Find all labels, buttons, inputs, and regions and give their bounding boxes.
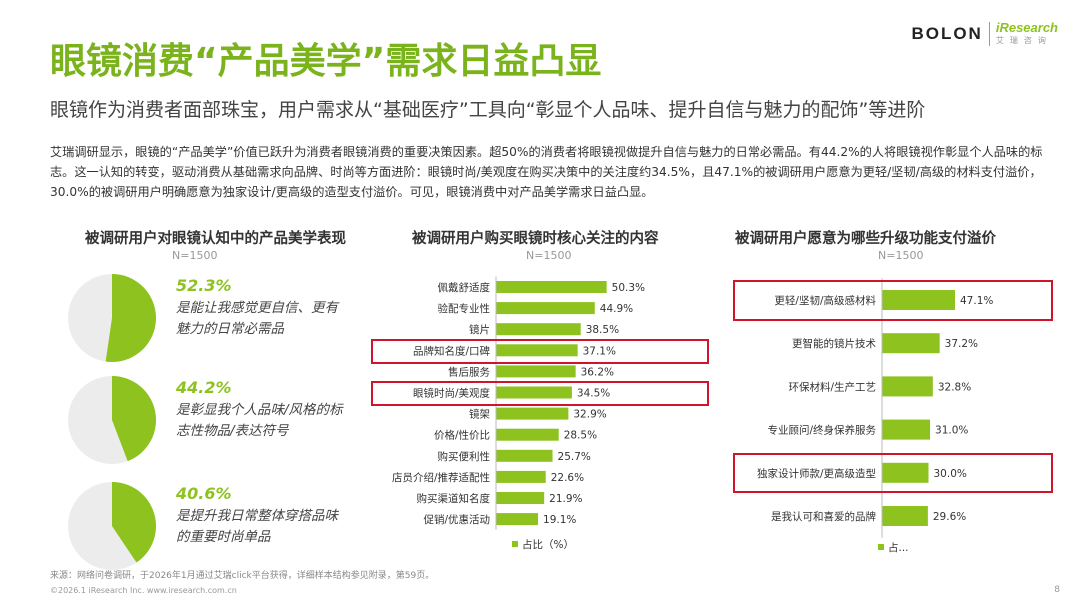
legend-swatch [878, 544, 884, 550]
bar2-section-title: 被调研用户愿意为哪些升级功能支付溢价 [735, 231, 996, 247]
category-label: 镜片 [469, 323, 490, 336]
brand-logos: BOLON iResearch 艾瑞咨询 [911, 20, 1058, 46]
highlight-box-material [733, 280, 1053, 321]
pie-percent-label: 52.3% [176, 276, 232, 295]
copyright: ©2026.1 iResearch Inc. www.iresearch.com… [50, 586, 237, 595]
value-label: 34.5% [577, 388, 610, 400]
value-label: 28.5% [564, 430, 597, 442]
logo-divider [988, 22, 990, 46]
bar2-section-sample: N=1500 [878, 249, 924, 262]
value-label: 32.9% [573, 409, 606, 421]
category-label: 是我认可和喜爱的品牌 [771, 510, 876, 523]
category-label: 专业顾问/终身保养服务 [767, 424, 876, 437]
bar [496, 492, 545, 504]
category-label: 独家设计师款/更高级造型 [757, 467, 876, 480]
legend-label: 占比（%） [522, 538, 574, 551]
highlight-box-brand [371, 339, 709, 364]
value-label: 25.7% [558, 451, 591, 463]
value-label: 44.9% [600, 303, 633, 315]
iresearch-logo-name: iResearch [995, 20, 1058, 35]
bar [496, 470, 546, 483]
category-label: 眼镜时尚/美观度 [413, 387, 491, 400]
bar [496, 407, 569, 420]
value-label: 38.5% [586, 324, 619, 336]
page-number: 8 [1054, 585, 1060, 595]
bar [496, 513, 539, 526]
category-label: 店员介绍/推荐适配性 [392, 471, 490, 484]
bar1-section-sample: N=1500 [526, 249, 572, 262]
category-label: 品牌知名度/口碑 [413, 344, 491, 357]
value-label: 31.0% [935, 425, 968, 437]
pie-slice [112, 482, 156, 563]
category-label: 佩戴舒适度 [438, 281, 491, 294]
value-label: 30.0% [934, 468, 967, 480]
iresearch-logo: iResearch 艾瑞咨询 [996, 20, 1058, 46]
pie-slice [112, 376, 156, 462]
bar [496, 365, 576, 378]
pie-chart [68, 274, 156, 362]
category-label: 更轻/坚韧/高级感材料 [774, 294, 876, 307]
highlight-box-design [733, 453, 1053, 493]
value-label: 47.1% [960, 295, 993, 307]
category-label: 价格/性价比 [434, 429, 490, 442]
intro-paragraph: 艾瑞调研显示，眼镜的“产品美学”价值已跃升为消费者眼镜消费的重要决策因素。超50… [50, 145, 1043, 199]
category-label: 促销/优惠活动 [423, 513, 490, 526]
bar [882, 419, 931, 440]
value-label: 22.6% [551, 472, 584, 484]
value-label: 29.6% [933, 511, 966, 523]
bar [496, 449, 553, 462]
bar [496, 281, 607, 293]
category-label: 镜架 [469, 408, 490, 421]
bar1-section-title: 被调研用户购买眼镜时核心关注的内容 [412, 231, 659, 247]
bar [496, 323, 581, 336]
bar [882, 333, 940, 354]
category-label: 验配专业性 [438, 302, 491, 315]
legend-swatch [512, 541, 518, 547]
bar [882, 462, 929, 483]
bar [882, 506, 928, 526]
page-subtitle: 眼镜作为消费者面部珠宝，用户需求从“基础医疗”工具向“彰显个人品味、提升自信与魅… [50, 99, 926, 121]
category-label: 环保材料/生产工艺 [788, 380, 876, 393]
bolon-logo: BOLON [911, 24, 983, 43]
pie-section-title: 被调研用户对眼镜认知中的产品美学表现 [85, 231, 346, 247]
pie-description: 是能让我感觉更自信、更有魅力的日常必需品 [176, 300, 338, 337]
page-title: 眼镜消费“产品美学”需求日益凸显 [50, 41, 602, 82]
premium-upgrade-bar-chart: 更轻/坚韧/高级感材料 47.1% 更智能的镜片技术 37.2% 环保材料/生产工艺 32… [757, 278, 993, 554]
highlight-box-style [371, 381, 709, 406]
pie-description: 是彰显我个人品味/风格的标志性物品/表达符号 [176, 402, 343, 439]
legend-label: 占... [888, 541, 909, 554]
pie-percent-label: 44.2% [176, 378, 232, 397]
pie-chart [68, 376, 156, 464]
bar [496, 428, 559, 441]
bar [496, 302, 595, 315]
category-label: 购买渠道知名度 [417, 492, 491, 505]
pie-description: 是提升我日常整体穿搭品味的重要时尚单品 [176, 508, 338, 545]
bar [496, 386, 572, 399]
category-label: 更智能的镜片技术 [792, 337, 876, 350]
value-label: 37.2% [945, 338, 978, 350]
pie-section-sample: N=1500 [172, 249, 218, 262]
pie-slice [105, 274, 156, 362]
value-label: 37.1% [583, 345, 616, 357]
bar [882, 376, 933, 397]
value-label: 50.3% [612, 282, 645, 294]
iresearch-logo-sub: 艾瑞咨询 [995, 36, 1052, 45]
pie-percent-label: 40.6% [176, 484, 232, 503]
bar [882, 290, 956, 310]
source-note: 来源：网络问卷调研，于2026年1月通过艾瑞click平台获得，详细样本结构参见… [50, 571, 435, 581]
category-label: 售后服务 [448, 365, 490, 378]
value-label: 21.9% [549, 493, 582, 505]
category-label: 购买便利性 [438, 450, 491, 463]
value-label: 19.1% [543, 514, 576, 526]
bar [496, 344, 578, 357]
pie-chart [68, 482, 156, 570]
value-label: 36.2% [581, 366, 614, 378]
value-label: 32.8% [938, 381, 971, 393]
purchase-focus-bar-chart: 佩戴舒适度 50.3% 验配专业性 44.9% 镜片 38.5% 品牌知名度/口碑 37.1%… [392, 276, 645, 551]
